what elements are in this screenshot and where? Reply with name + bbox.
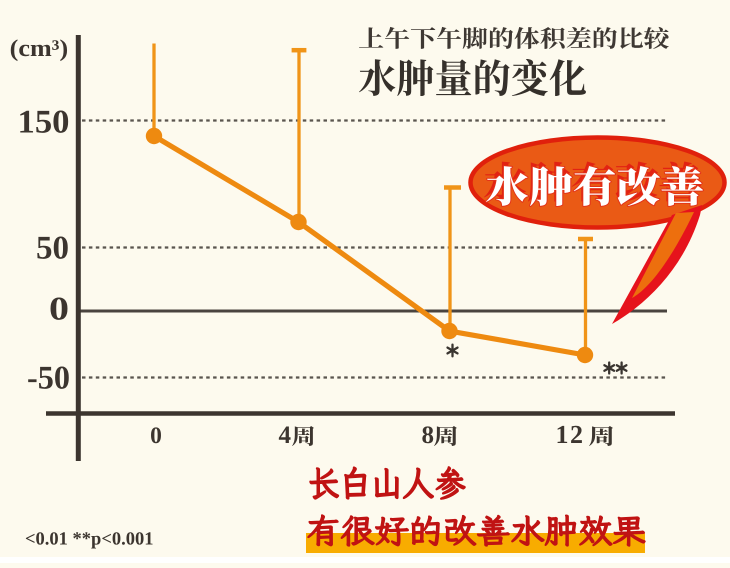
svg-text:8: 8 bbox=[422, 422, 435, 449]
svg-text:(cm³): (cm³) bbox=[10, 36, 68, 62]
svg-text:150: 150 bbox=[18, 105, 70, 141]
svg-text:0: 0 bbox=[49, 292, 69, 328]
svg-text:0: 0 bbox=[150, 423, 162, 449]
svg-text:-50: -50 bbox=[27, 361, 70, 397]
svg-text:12: 12 bbox=[556, 420, 585, 449]
svg-text:50: 50 bbox=[36, 231, 69, 267]
svg-text:4: 4 bbox=[279, 422, 292, 449]
svg-text:<0.01 **p<0.001: <0.01 **p<0.001 bbox=[25, 530, 154, 550]
